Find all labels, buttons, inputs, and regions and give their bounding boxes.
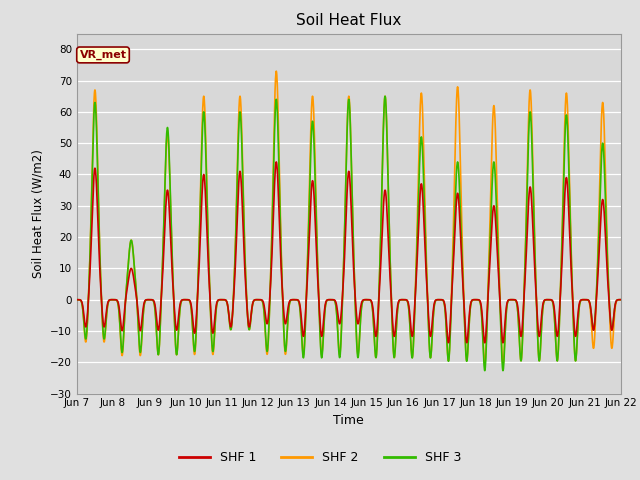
Y-axis label: Soil Heat Flux (W/m2): Soil Heat Flux (W/m2): [31, 149, 45, 278]
X-axis label: Time: Time: [333, 414, 364, 427]
Legend: SHF 1, SHF 2, SHF 3: SHF 1, SHF 2, SHF 3: [173, 446, 467, 469]
Text: VR_met: VR_met: [79, 50, 127, 60]
Title: Soil Heat Flux: Soil Heat Flux: [296, 13, 401, 28]
